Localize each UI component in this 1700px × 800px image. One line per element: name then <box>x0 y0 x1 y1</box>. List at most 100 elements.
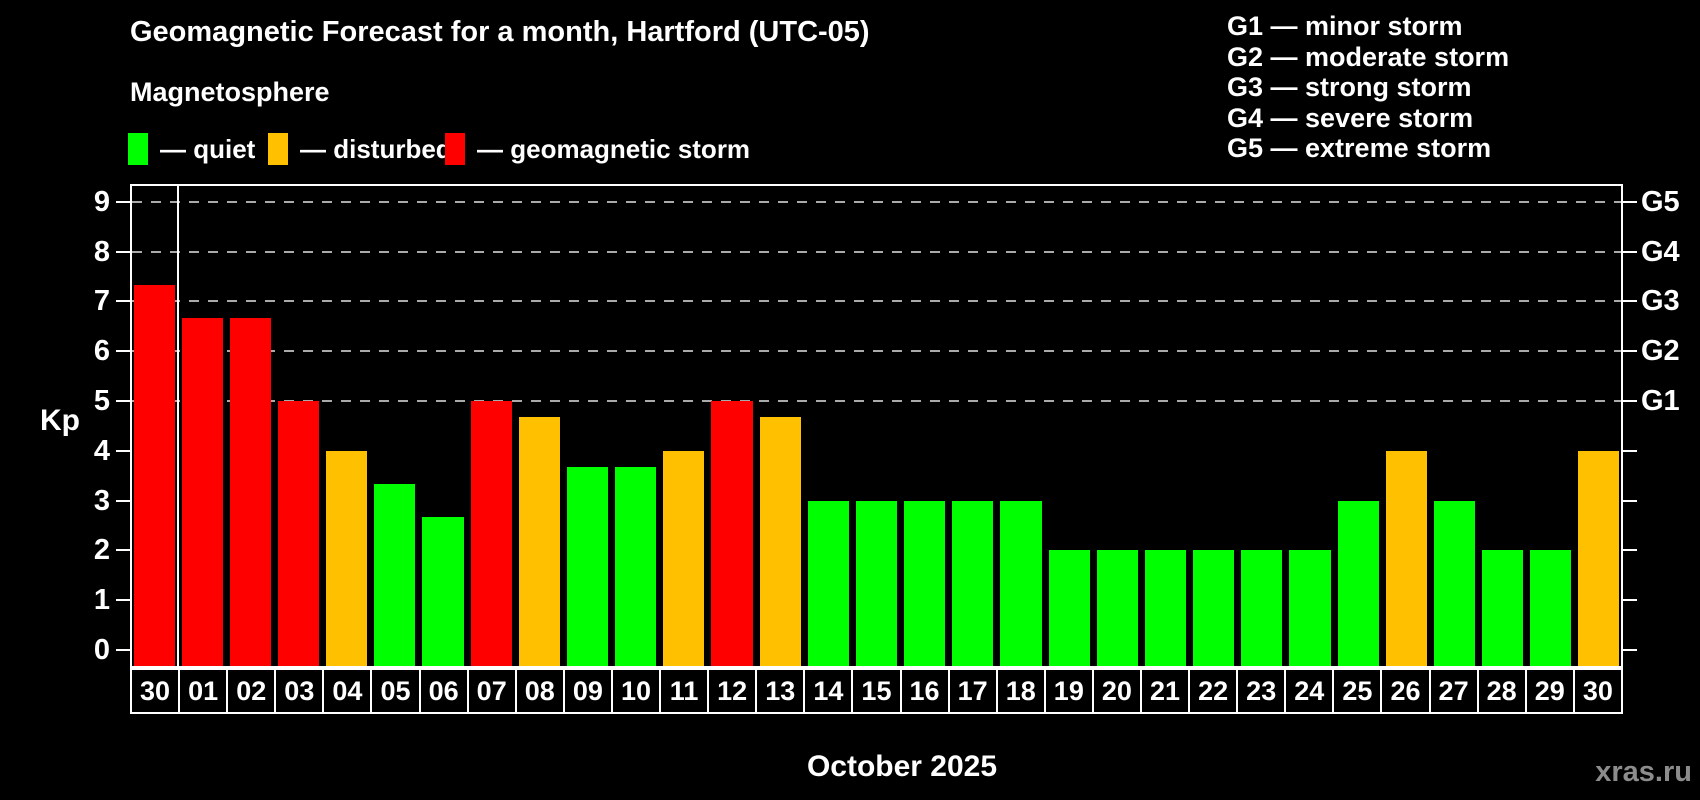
day-label-cell: 04 <box>322 668 373 714</box>
kp-bar <box>1385 450 1427 668</box>
gridline <box>132 400 1621 402</box>
day-label-cell: 23 <box>1236 668 1287 714</box>
day-label-cell: 11 <box>659 668 710 714</box>
day-label-cell: 21 <box>1139 668 1191 714</box>
day-label-cell: 19 <box>1043 668 1094 714</box>
gridline <box>132 250 1621 253</box>
kp-bar <box>904 500 946 668</box>
y-axis-tick <box>116 499 130 502</box>
y-tick-label: 7 <box>93 285 110 318</box>
g-tick-label: G2 <box>1641 335 1680 368</box>
day-label-cell: 05 <box>370 668 421 714</box>
day-label-cell: 02 <box>226 668 277 714</box>
disturbed-swatch-icon <box>268 133 288 165</box>
legend-item-storm: — geomagnetic storm <box>445 133 750 165</box>
day-label-cell: 08 <box>514 668 565 714</box>
kp-bar <box>1000 500 1042 668</box>
g-tick-label: G5 <box>1641 185 1680 218</box>
day-label-cell: 07 <box>466 668 517 714</box>
day-label-cell: 13 <box>755 668 806 714</box>
kp-bar <box>181 317 223 668</box>
g-legend-line: G3 — strong storm <box>1227 72 1472 102</box>
kp-bar <box>374 484 416 668</box>
g-legend-line: G4 — severe storm <box>1227 102 1474 133</box>
kp-bar <box>1433 500 1475 668</box>
day-label-cell: 17 <box>947 668 998 714</box>
right-axis-tick <box>1623 649 1637 651</box>
gridline <box>132 300 1621 303</box>
day-label-cell: 06 <box>418 668 469 714</box>
right-axis-tick <box>1623 350 1637 353</box>
right-axis-tick <box>1623 499 1637 502</box>
chart-title: Geomagnetic Forecast for a month, Hartfo… <box>130 16 870 48</box>
y-tick-label: 3 <box>93 484 110 517</box>
day-label-cell: 10 <box>610 668 662 714</box>
y-axis-tick <box>116 300 130 303</box>
day-label-cell: 22 <box>1188 668 1239 714</box>
y-tick-label: 8 <box>93 235 110 268</box>
right-axis-tick <box>1623 400 1637 402</box>
y-tick-label: 4 <box>93 434 110 467</box>
plot-frame-top <box>130 184 1623 186</box>
day-label-cell: 18 <box>995 668 1046 714</box>
kp-bar <box>1048 550 1090 668</box>
kp-bar <box>615 467 657 668</box>
kp-bar <box>663 450 705 668</box>
kp-bar <box>566 467 609 668</box>
plot-area: 0 1 2 3 4 5 6 7 8 9 G1 G2 G3 G4 G5 <box>94 184 1680 668</box>
day-label-cell: 30 <box>130 668 181 714</box>
right-axis-tick <box>1623 300 1637 303</box>
gridline <box>132 200 1621 203</box>
kp-bar <box>1482 550 1524 668</box>
right-axis-tick <box>1623 549 1637 552</box>
legend-label-storm: — geomagnetic storm <box>477 133 751 164</box>
g-tick-label: G4 <box>1641 235 1680 268</box>
y-axis-tick <box>116 200 130 203</box>
plot-frame-left <box>130 184 132 668</box>
kp-bar <box>422 517 464 668</box>
gridline <box>132 350 1621 353</box>
kp-bar <box>1096 550 1138 668</box>
quiet-swatch-icon <box>128 133 148 165</box>
y-tick-label: 5 <box>93 385 110 417</box>
kp-bar <box>711 401 753 668</box>
right-axis-tick <box>1623 599 1637 602</box>
day-label-cell: 14 <box>803 668 854 714</box>
day-label-cell: 28 <box>1476 668 1527 714</box>
right-axis-tick <box>1623 449 1637 452</box>
g-legend-line: G1 — minor storm <box>1227 11 1463 41</box>
kp-bar <box>1578 450 1620 668</box>
day-label-cell: 30 <box>1572 668 1623 714</box>
day-label-cell: 29 <box>1524 668 1575 714</box>
plot-frame-bottom <box>130 666 1623 668</box>
legend-item-quiet: — quiet <box>128 133 255 165</box>
day-label-cell: 01 <box>178 668 229 714</box>
chart-subtitle: Magnetosphere <box>130 77 330 107</box>
day-label-cell: 27 <box>1428 668 1479 714</box>
y-axis-tick <box>116 400 130 402</box>
kp-bar <box>470 401 512 668</box>
plot-frame-right <box>1621 184 1623 668</box>
g-legend-line: G5 — extreme storm <box>1227 133 1492 163</box>
legend-label-disturbed: — disturbed <box>300 133 452 164</box>
day-label-cell: 16 <box>899 668 950 714</box>
right-axis-tick <box>1623 200 1637 203</box>
legend-item-disturbed: — disturbed <box>268 133 452 165</box>
watermark: xras.ru <box>1595 756 1692 788</box>
kp-bar <box>1337 500 1379 668</box>
y-axis-tick <box>116 649 130 651</box>
day-label-cell: 24 <box>1284 668 1335 714</box>
day-label-cell: 20 <box>1091 668 1142 714</box>
y-tick-label: 0 <box>93 634 110 666</box>
kp-bar <box>229 317 271 668</box>
y-tick-label: 9 <box>93 185 110 218</box>
previous-month-divider <box>176 184 180 668</box>
kp-bar <box>518 417 560 668</box>
kp-bar <box>1289 550 1331 668</box>
g-tick-label: G3 <box>1641 285 1680 318</box>
kp-bar <box>277 401 320 668</box>
kp-bar <box>1241 550 1283 668</box>
day-label-cell: 12 <box>707 668 758 714</box>
day-axis-row: 30 01 02 03 04 05 06 07 08 09 10 11 12 13 14 15 16 17 18 19… <box>130 668 1623 714</box>
y-axis-title: Kp <box>40 404 80 437</box>
